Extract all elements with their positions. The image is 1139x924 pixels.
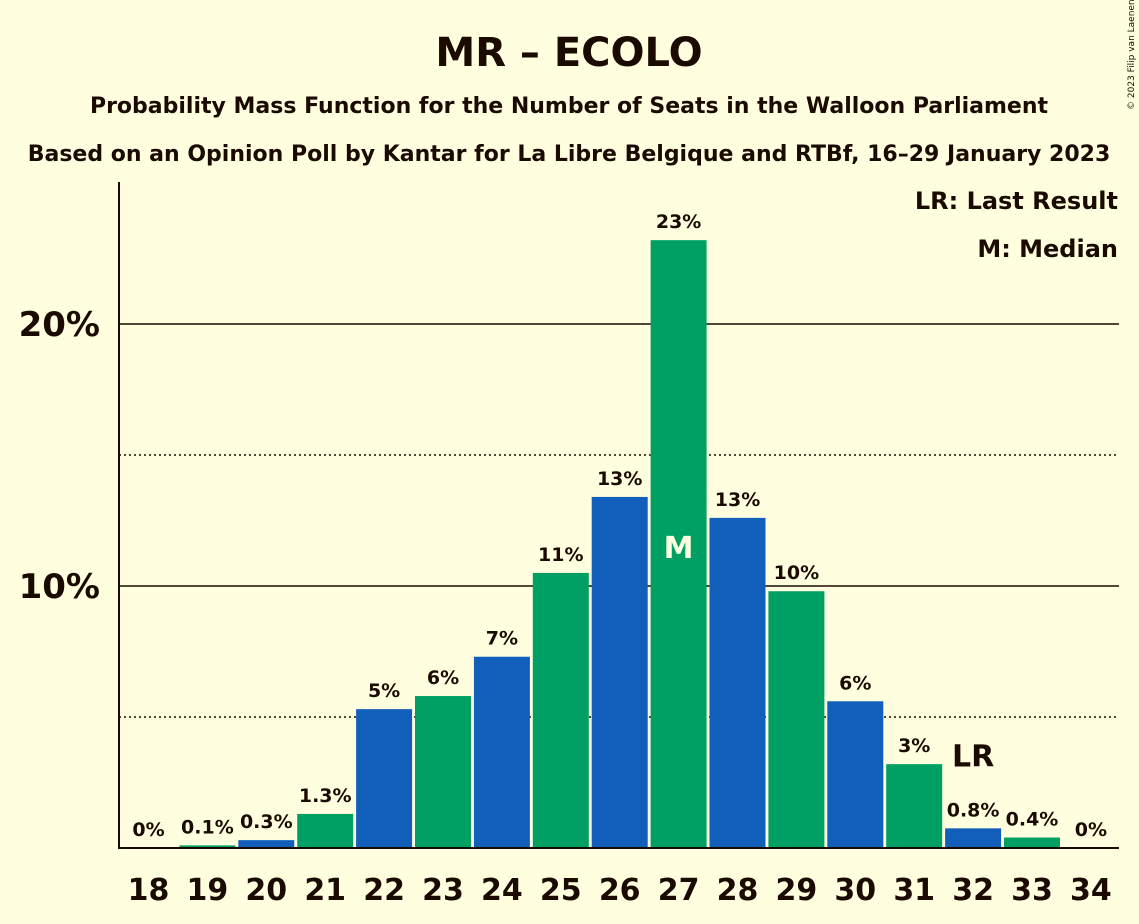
legend-last-result: LR: Last Result	[915, 187, 1118, 215]
bar-31	[886, 764, 943, 848]
bar-20	[238, 840, 295, 848]
x-tick-label-27: 27	[658, 873, 700, 908]
y-tick-label-1: 20%	[19, 305, 100, 345]
data-label-29: 10%	[774, 562, 819, 584]
bar-22	[356, 709, 413, 848]
chart-subtitle-1: Probability Mass Function for the Number…	[90, 94, 1049, 119]
data-label-21: 1.3%	[299, 785, 352, 807]
data-label-26: 13%	[597, 468, 642, 490]
bar-19	[179, 845, 236, 848]
x-tick-label-24: 24	[481, 873, 523, 908]
data-label-19: 0.1%	[181, 816, 234, 838]
x-tick-label-18: 18	[128, 873, 170, 908]
data-label-23: 6%	[427, 667, 459, 689]
x-tick-label-26: 26	[599, 873, 641, 908]
x-tick-label-25: 25	[540, 873, 582, 908]
chart-title: MR – ECOLO	[435, 30, 702, 76]
data-label-22: 5%	[368, 680, 400, 702]
markers: M LR	[664, 531, 995, 774]
bar-24	[473, 656, 530, 848]
x-tick-label-31: 31	[893, 873, 935, 908]
x-tick-label-33: 33	[1011, 873, 1053, 908]
copyright-notice: © 2023 Filip van Laenen	[1127, 0, 1137, 110]
x-tick-label-30: 30	[834, 873, 876, 908]
bar-26	[591, 496, 648, 848]
x-tick-label-20: 20	[245, 873, 287, 908]
bar-28	[709, 517, 766, 848]
data-label-28: 13%	[715, 489, 760, 511]
y-axis-ticks: 10% 20%	[19, 305, 100, 607]
x-tick-label-22: 22	[363, 873, 405, 908]
x-tick-label-34: 34	[1070, 873, 1112, 908]
bars	[179, 240, 1060, 848]
x-tick-label-32: 32	[952, 873, 994, 908]
chart-subtitle-2: Based on an Opinion Poll by Kantar for L…	[28, 142, 1111, 167]
data-label-20: 0.3%	[240, 811, 293, 833]
bar-30	[827, 701, 884, 848]
data-label-27: 23%	[656, 211, 701, 233]
x-axis-ticks: 18 19 20 21 22 23 24 25 26 27 28 29 30 31 32 33 34	[128, 873, 1112, 908]
data-label-30: 6%	[839, 672, 871, 694]
bar-21	[297, 813, 354, 848]
bar-23	[415, 696, 471, 848]
bar-32	[945, 828, 1002, 848]
x-tick-label-29: 29	[776, 873, 818, 908]
bar-25	[532, 572, 589, 848]
data-label-33: 0.4%	[1006, 809, 1059, 831]
data-labels: 0% 0.1% 0.3% 1.3% 5% 6% 7% 11% 13% 23% 13% 10% 6% 3% 0…	[132, 211, 1107, 841]
x-tick-label-19: 19	[187, 873, 229, 908]
data-label-18: 0%	[132, 819, 164, 841]
data-label-32: 0.8%	[947, 799, 1000, 821]
legend-median: M: Median	[977, 235, 1118, 263]
x-tick-label-23: 23	[422, 873, 464, 908]
x-tick-label-21: 21	[304, 873, 346, 908]
median-marker: M	[664, 531, 694, 566]
bar-29	[768, 591, 825, 848]
data-label-25: 11%	[538, 544, 583, 566]
data-label-24: 7%	[486, 628, 518, 650]
y-tick-label-0: 10%	[19, 567, 100, 607]
bar-27	[650, 240, 707, 848]
data-label-31: 3%	[898, 735, 930, 757]
last-result-marker: LR	[952, 739, 994, 774]
x-tick-label-28: 28	[717, 873, 759, 908]
bar-33	[1004, 837, 1060, 848]
data-label-34: 0%	[1075, 819, 1107, 841]
